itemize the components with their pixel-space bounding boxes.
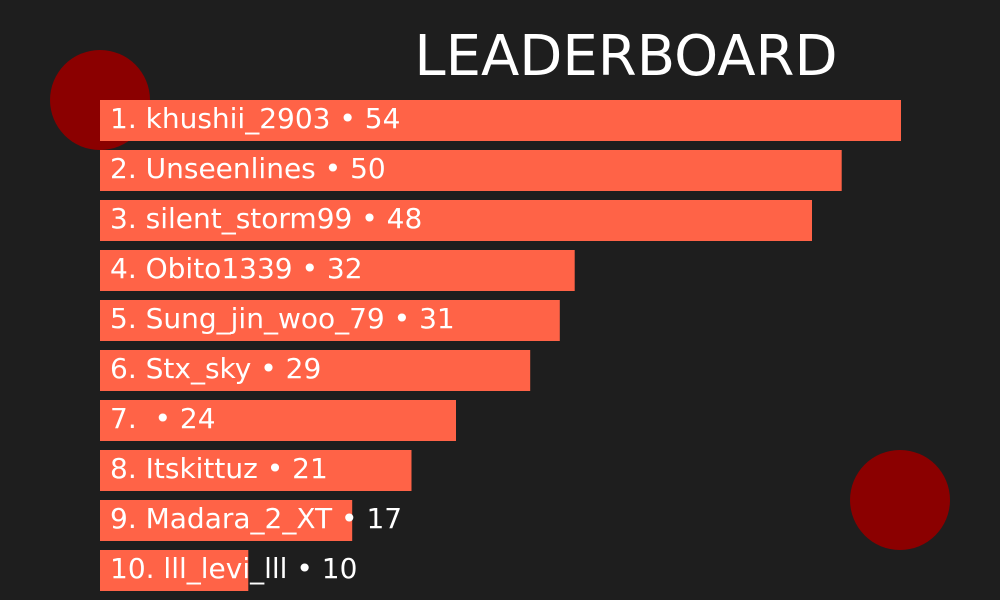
bar-8: [100, 450, 412, 491]
label-group: 1. khushii_2903 • 54 2. Unseenlines • 50 3…: [110, 102, 455, 585]
bar-6: [100, 350, 531, 391]
bar-2: [100, 150, 842, 191]
bar-label-10: 10. lll_levi_lll • 10: [110, 552, 357, 585]
bar-9: [100, 500, 353, 541]
bar-label-5: 5. Sung_jin_woo_79 • 31: [110, 302, 455, 335]
bar-3: [100, 200, 812, 241]
bar-label-2: 2. Unseenlines • 50: [110, 152, 386, 185]
bar-label-3: 3. silent_storm99 • 48: [110, 202, 422, 235]
bar-7: [100, 400, 456, 441]
bar-1: [100, 100, 901, 141]
bar-label-1: 1. khushii_2903 • 54: [110, 102, 400, 135]
bar-label-9: 9. Madara_2_XT • 17: [110, 502, 402, 535]
chart-title: LEADERBOARD: [414, 24, 837, 89]
bar-label-6: 6. Stx_sky • 29: [110, 352, 321, 385]
bar-4: [100, 250, 575, 291]
bar-10: [100, 550, 249, 591]
bar-label-7: 7. • 24: [110, 402, 216, 435]
bar-label-4: 4. Obito1339 • 32: [110, 252, 363, 285]
bar-group: [100, 100, 901, 591]
decorative-circle-bottom-right: [850, 450, 950, 550]
bar-label-8: 8. Itskittuz • 21: [110, 452, 328, 485]
bar-5: [100, 300, 560, 341]
